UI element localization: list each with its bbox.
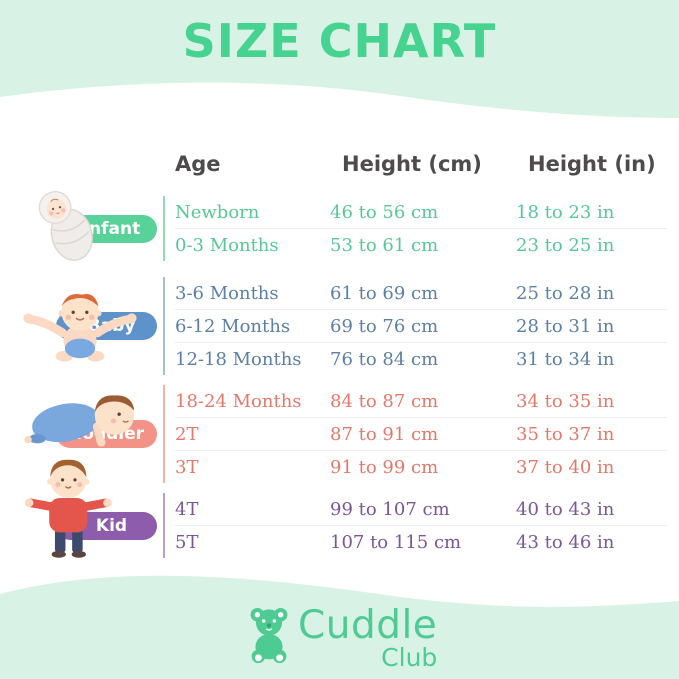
sitting-baby-illustration <box>23 293 137 362</box>
toddler-badge-cell: Toddler <box>0 385 163 483</box>
table-row: 6-12 Months 69 to 76 cm 28 to 31 in <box>175 309 667 342</box>
teddy-bear-icon <box>250 607 288 664</box>
age-cell: 3-6 Months <box>175 282 279 304</box>
height-in-cell: 34 to 35 in <box>516 390 615 412</box>
table-row: 5T 107 to 115 cm 43 to 46 in <box>175 525 667 558</box>
table-row: 0-3 Months 53 to 61 cm 23 to 25 in <box>175 228 667 261</box>
page-title: SIZE CHART <box>182 14 497 68</box>
height-cm-cell: 46 to 56 cm <box>330 201 439 223</box>
crawling-toddler-illustration <box>24 395 135 447</box>
age-cell: 12-18 Months <box>175 348 302 370</box>
table-header: Age Height (cm) Height (in) <box>175 148 679 180</box>
height-cm-cell: 107 to 115 cm <box>330 531 462 553</box>
table-row: 3T 91 to 99 cm 37 to 40 in <box>175 450 667 483</box>
size-group-infant: Infant <box>0 190 679 261</box>
table-row: 2T 87 to 91 cm 35 to 37 in <box>175 417 667 450</box>
size-table: Age Height (cm) Height (in) Infant <box>0 148 679 558</box>
age-cell: 2T <box>175 423 199 445</box>
standing-kid-illustration <box>24 459 112 558</box>
height-in-cell: 25 to 28 in <box>516 282 615 304</box>
brand-name: Cuddle <box>298 603 438 648</box>
table-row: 18-24 Months 84 to 87 cm 34 to 35 in <box>175 385 667 417</box>
height-in-cell: 37 to 40 in <box>516 456 615 478</box>
table-row: 4T 99 to 107 cm 40 to 43 in <box>175 493 667 525</box>
table-row: 12-18 Months 76 to 84 cm 31 to 34 in <box>175 342 667 375</box>
height-in-cell: 43 to 46 in <box>516 531 615 553</box>
age-cell: 5T <box>175 531 199 553</box>
baby-rows: 3-6 Months 61 to 69 cm 25 to 28 in 6-12 … <box>163 277 667 375</box>
kid-category-label: Kid <box>95 515 128 536</box>
height-cm-cell: 53 to 61 cm <box>330 234 439 256</box>
height-in-cell: 18 to 23 in <box>516 201 615 223</box>
height-cm-cell: 76 to 84 cm <box>330 348 439 370</box>
height-cm-cell: 69 to 76 cm <box>330 315 439 337</box>
age-cell: 4T <box>175 498 199 520</box>
brand-logo: Cuddle Club <box>246 606 437 670</box>
age-cell: 6-12 Months <box>175 315 291 337</box>
table-row: Newborn 46 to 56 cm 18 to 23 in <box>175 196 667 228</box>
height-cm-cell: 84 to 87 cm <box>330 390 439 412</box>
header-height-cm: Height (cm) <box>342 152 482 176</box>
infant-category-label: Infant <box>82 218 141 239</box>
age-cell: 0-3 Months <box>175 234 279 256</box>
size-group-baby: Baby <box>0 277 679 375</box>
header-height-in: Height (in) <box>528 152 656 176</box>
size-group-kid: Kid <box>0 459 679 558</box>
toddler-rows: 18-24 Months 84 to 87 cm 34 to 35 in 2T … <box>163 385 667 483</box>
height-in-cell: 28 to 31 in <box>516 315 615 337</box>
brand-subname: Club <box>381 643 438 672</box>
size-group-toddler: Toddler 18-24 Month <box>0 385 679 483</box>
brand-logo-text: Cuddle Club <box>298 606 437 670</box>
height-cm-cell: 61 to 69 cm <box>330 282 439 304</box>
table-row: 3-6 Months 61 to 69 cm 25 to 28 in <box>175 277 667 309</box>
kid-rows: 4T 99 to 107 cm 40 to 43 in 5T 107 to 11… <box>163 493 667 558</box>
age-cell: 3T <box>175 456 199 478</box>
height-cm-cell: 87 to 91 cm <box>330 423 439 445</box>
height-cm-cell: 91 to 99 cm <box>330 456 439 478</box>
swaddled-infant-illustration <box>38 190 93 261</box>
age-cell: Newborn <box>175 201 260 223</box>
infant-rows: Newborn 46 to 56 cm 18 to 23 in 0-3 Mont… <box>163 196 667 261</box>
baby-badge-cell: Baby <box>0 277 163 375</box>
height-in-cell: 35 to 37 in <box>516 423 615 445</box>
height-in-cell: 31 to 34 in <box>516 348 615 370</box>
age-cell: 18-24 Months <box>175 390 302 412</box>
height-in-cell: 40 to 43 in <box>516 498 615 520</box>
header-age: Age <box>175 152 221 176</box>
kid-badge-cell: Kid <box>0 459 163 558</box>
infant-badge-cell: Infant <box>0 190 163 261</box>
height-in-cell: 23 to 25 in <box>516 234 615 256</box>
height-cm-cell: 99 to 107 cm <box>330 498 450 520</box>
